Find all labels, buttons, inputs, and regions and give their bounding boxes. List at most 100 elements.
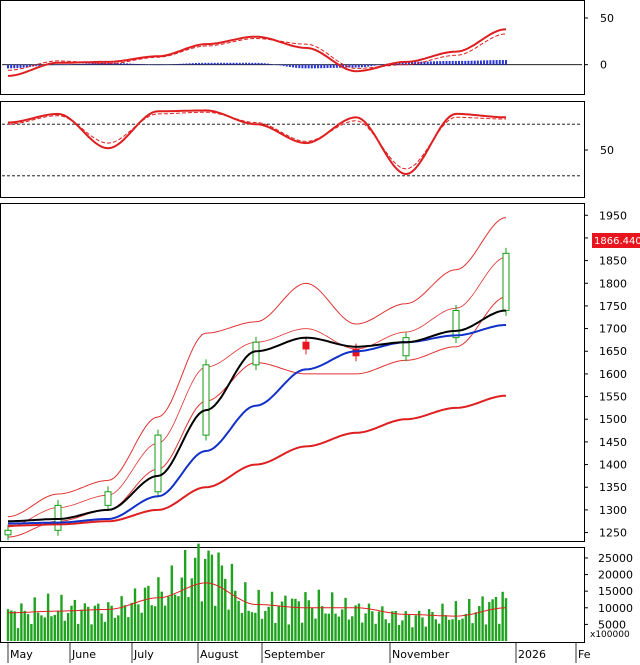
volume-bar: [417, 610, 421, 641]
macd-histogram-bar: [467, 60, 470, 65]
volume-bar: [93, 605, 97, 641]
macd-histogram-bar: [307, 64, 310, 69]
candle-body: [202, 364, 210, 436]
macd-histogram-bar: [135, 63, 138, 65]
macd-histogram-bar: [22, 64, 25, 68]
volume-bar: [244, 582, 247, 641]
macd-histogram-bar: [226, 62, 229, 65]
volume-bar: [53, 614, 56, 641]
macd-histogram-bar: [182, 63, 185, 65]
volume-bar: [180, 577, 183, 641]
price-ytick-label: 1600: [599, 368, 627, 381]
macd-histogram-bar: [223, 62, 226, 65]
macd-histogram-bar: [276, 64, 279, 66]
volume-bar: [153, 606, 157, 641]
volume-bar: [334, 613, 337, 641]
volume-ytick-label: 20000: [598, 569, 633, 582]
axes: May June July August September November 2026 Fe: [7, 643, 591, 663]
macd-histogram-bar: [82, 63, 85, 65]
price-ytick-label: 1550: [599, 391, 627, 404]
macd-histogram-bar: [241, 62, 244, 65]
price-ytick-label: 1750: [599, 300, 627, 313]
macd-histogram-bar: [166, 64, 169, 65]
volume-bar: [474, 612, 478, 641]
macd-histogram-bar: [19, 64, 22, 68]
volume-bar: [280, 601, 284, 641]
macd-histogram-bar: [154, 64, 157, 66]
macd-histogram-bar: [498, 60, 501, 65]
macd-histogram-bar: [151, 64, 154, 66]
volume-bar: [113, 617, 117, 641]
macd-histogram-bar: [257, 62, 260, 65]
stochastic-d-line: [7, 111, 506, 170]
macd-histogram-bar: [60, 64, 63, 66]
volume-bar: [290, 598, 294, 641]
macd-histogram-bar: [486, 60, 489, 65]
macd-histogram-bar: [38, 64, 41, 66]
macd-histogram-bar: [204, 62, 207, 65]
volume-bar: [411, 627, 414, 641]
macd-histogram-bar: [429, 61, 432, 65]
price-ytick-label: 1350: [599, 481, 627, 494]
volume-bar: [310, 607, 314, 641]
volume-bar: [434, 619, 438, 641]
volume-bar: [381, 606, 384, 641]
x-axis-label: August: [200, 648, 239, 661]
volume-panel: 25000 20000 15000 10000 5000: [6, 543, 633, 641]
volume-bar: [167, 596, 170, 641]
volume-bar: [143, 587, 147, 641]
macd-histogram-bar: [505, 60, 507, 65]
volume-bar: [367, 603, 371, 641]
macd-histogram-bar: [188, 63, 191, 65]
volume-panel-frame: [0, 547, 585, 643]
macd-histogram-bar: [263, 63, 266, 65]
macd-histogram-bar: [138, 64, 141, 65]
volume-bar: [451, 619, 454, 641]
macd-histogram-bar: [326, 64, 329, 69]
volume-bar: [97, 603, 100, 641]
volume-bar: [120, 596, 123, 641]
macd-histogram-bar: [85, 63, 88, 65]
price-ytick-label: 1650: [599, 345, 627, 358]
macd-histogram-bar: [373, 64, 376, 66]
macd-histogram-bar: [66, 64, 69, 65]
bollinger-middle-band: [7, 256, 507, 528]
volume-bar: [407, 614, 411, 641]
volume-bar: [10, 610, 13, 641]
last-price-label: 1866.440: [594, 236, 640, 247]
volume-bar: [394, 610, 397, 641]
volume-bar: [73, 599, 77, 641]
macd-histogram-bar: [323, 64, 326, 69]
macd-histogram-bar: [401, 61, 404, 65]
volume-ytick-label: 25000: [598, 552, 633, 565]
volume-bar: [294, 598, 297, 641]
macd-histogram-bar: [201, 62, 204, 65]
volume-bar: [304, 592, 307, 641]
macd-histogram-bar: [285, 64, 288, 67]
x-axis-label: June: [71, 648, 96, 661]
macd-signal-line: [7, 33, 507, 71]
volume-bar: [6, 609, 10, 641]
volume-bar: [247, 610, 250, 641]
macd-histogram-bar: [13, 64, 16, 69]
volume-bar: [66, 613, 70, 641]
macd-histogram-bar: [501, 60, 504, 65]
moving-average-slow: [7, 394, 507, 527]
candle-body: [302, 341, 310, 350]
macd-histogram-bar: [310, 64, 313, 69]
macd-histogram-bar: [301, 64, 304, 69]
macd-histogram-bar: [185, 63, 188, 65]
volume-bar: [224, 578, 227, 641]
macd-histogram-bar: [129, 63, 132, 65]
macd-histogram-bar: [367, 64, 370, 67]
volume-bar: [193, 557, 197, 641]
volume-bar: [123, 605, 127, 641]
x-axis-label: November: [392, 648, 450, 661]
macd-histogram-bar: [458, 60, 461, 65]
volume-bar: [264, 610, 267, 641]
volume-bar: [83, 603, 87, 641]
macd-histogram-bar: [28, 64, 31, 67]
macd-histogram-bar: [245, 62, 248, 65]
macd-histogram-bar: [132, 63, 135, 65]
macd-histogram-bar: [191, 63, 194, 65]
